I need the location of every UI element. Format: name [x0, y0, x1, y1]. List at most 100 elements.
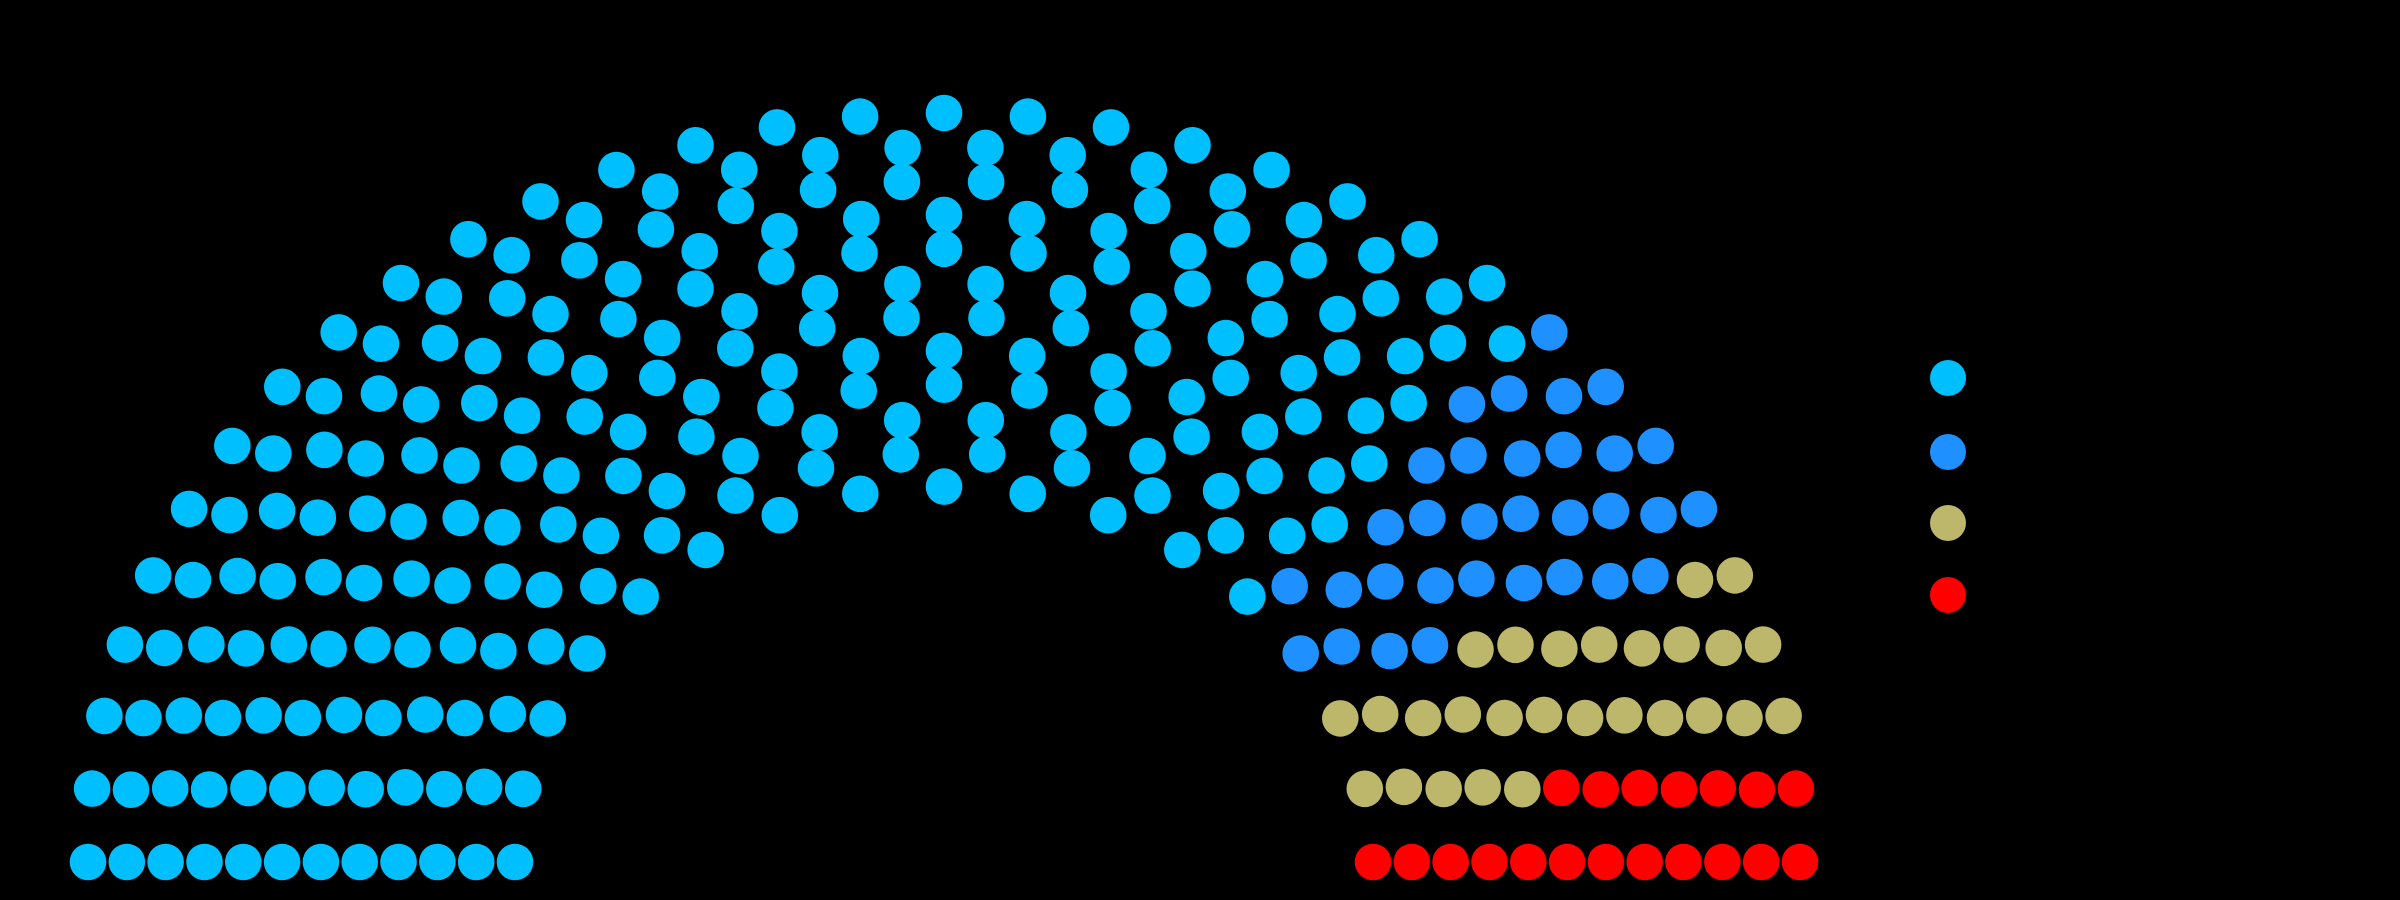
seat-dot-party-deepskyblue	[258, 492, 296, 530]
seat-dot-party-darkkhaki	[1444, 696, 1482, 733]
seat-dot-party-deepskyblue	[681, 232, 718, 270]
seat-dot-party-deepskyblue	[1090, 212, 1127, 250]
seat-dot-party-deepskyblue	[390, 503, 427, 540]
seat-dot-party-deepskyblue	[302, 843, 340, 881]
seat-dot-party-deepskyblue	[1213, 211, 1251, 248]
seat-dot-party-red	[1665, 843, 1702, 881]
seat-dot-party-deepskyblue	[230, 769, 267, 807]
seat-dot-party-dodgerblue	[1596, 435, 1633, 472]
seat-dot-party-deepskyblue	[543, 457, 580, 494]
seat-dot-party-dodgerblue	[1367, 563, 1404, 600]
seat-dot-party-deepskyblue	[1173, 418, 1210, 456]
seat-dot-party-deepskyblue	[484, 508, 521, 546]
seat-dot-party-deepskyblue	[112, 771, 150, 808]
seat-dot-party-deepskyblue	[263, 843, 301, 881]
seat-dot-party-deepskyblue	[349, 495, 386, 532]
seat-dot-party-deepskyblue	[146, 629, 183, 667]
seat-dot-party-deepskyblue	[1351, 445, 1388, 482]
seat-dot-party-dodgerblue	[1417, 567, 1454, 604]
seat-dot-party-deepskyblue	[1049, 136, 1086, 174]
seat-dot-party-deepskyblue	[799, 171, 837, 209]
seat-dot-party-deepskyblue	[925, 196, 963, 234]
seat-dot-party-deepskyblue	[188, 626, 225, 663]
seat-dot-party-darkkhaki	[1606, 697, 1643, 734]
seat-dot-party-darkkhaki	[1504, 770, 1541, 808]
seat-dot-party-deepskyblue	[305, 558, 342, 596]
seat-dot-party-deepskyblue	[1053, 450, 1091, 487]
seat-dot-party-deepskyblue	[883, 299, 920, 337]
seat-dot-party-deepskyblue	[604, 260, 642, 298]
legend-dot-party-dodgerblue	[1930, 434, 1966, 470]
seat-dot-party-dodgerblue	[1632, 557, 1669, 595]
seat-dot-party-deepskyblue	[637, 211, 675, 248]
seat-dot-party-deepskyblue	[493, 236, 530, 274]
seat-dot-party-deepskyblue	[69, 843, 107, 881]
seat-dot-party-deepskyblue	[1268, 517, 1306, 555]
seat-dot-party-deepskyblue	[464, 337, 502, 375]
seat-dot-party-deepskyblue	[1207, 517, 1245, 554]
seat-dot-party-darkkhaki	[1486, 699, 1523, 737]
seat-dot-party-darkkhaki	[1525, 696, 1563, 734]
seat-dot-party-deepskyblue	[1390, 384, 1427, 422]
seat-dot-party-deepskyblue	[86, 697, 123, 735]
seat-dot-party-darkkhaki	[1541, 630, 1578, 668]
seat-dot-party-deepskyblue	[580, 567, 617, 605]
seat-dot-party-deepskyblue	[503, 397, 541, 435]
seat-dot-party-darkkhaki	[1425, 770, 1462, 808]
seat-dot-party-deepskyblue	[561, 241, 598, 279]
seat-dot-party-deepskyblue	[421, 324, 459, 362]
seat-dot-party-deepskyblue	[761, 212, 798, 250]
seat-dot-party-deepskyblue	[299, 499, 337, 536]
seat-dot-party-deepskyblue	[1089, 496, 1127, 534]
seat-dot-party-deepskyblue	[1425, 278, 1463, 315]
seat-dot-party-deepskyblue	[525, 571, 563, 608]
seat-dot-party-deepskyblue	[108, 843, 146, 881]
seat-dot-party-deepskyblue	[306, 431, 343, 469]
legend-dot-party-red	[1930, 577, 1966, 613]
seat-dot-party-deepskyblue	[884, 265, 921, 303]
seat-dot-party-deepskyblue	[434, 567, 471, 604]
seat-dot-party-deepskyblue	[1134, 330, 1171, 367]
seat-dot-party-deepskyblue	[884, 129, 921, 167]
seat-dot-party-deepskyblue	[245, 697, 282, 734]
seat-dot-party-deepskyblue	[840, 372, 877, 409]
seat-dot-party-deepskyblue	[1362, 280, 1400, 317]
seat-dot-party-red	[1510, 843, 1547, 881]
seat-dot-party-deepskyblue	[1090, 353, 1127, 390]
seat-dot-party-deepskyblue	[425, 278, 463, 315]
seat-dot-party-darkkhaki	[1705, 629, 1742, 667]
seat-dot-party-red	[1548, 843, 1586, 881]
seat-dot-party-deepskyblue	[214, 427, 251, 465]
seat-dot-party-deepskyblue	[450, 220, 487, 258]
seat-dot-party-red	[1699, 770, 1737, 807]
seat-dot-party-deepskyblue	[170, 490, 208, 528]
seat-dot-party-deepskyblue	[761, 353, 798, 390]
seats-group	[69, 94, 1819, 881]
seat-dot-party-red	[1543, 769, 1580, 807]
seat-dot-party-deepskyblue	[1308, 457, 1345, 494]
seat-dot-party-deepskyblue	[442, 499, 480, 537]
seat-dot-party-deepskyblue	[1050, 414, 1087, 451]
seat-dot-party-darkkhaki	[1676, 561, 1714, 599]
seat-dot-party-deepskyblue	[489, 695, 527, 733]
seat-dot-party-deepskyblue	[540, 506, 577, 543]
seat-dot-party-deepskyblue	[284, 699, 322, 737]
seat-dot-party-deepskyblue	[190, 771, 228, 808]
seat-dot-party-deepskyblue	[1246, 260, 1284, 298]
seat-dot-party-deepskyblue	[1290, 241, 1327, 279]
seat-dot-party-deepskyblue	[1386, 337, 1424, 375]
seat-dot-party-deepskyblue	[1246, 457, 1283, 495]
seat-dot-party-darkkhaki	[1361, 695, 1399, 733]
seat-dot-party-deepskyblue	[717, 477, 754, 514]
seat-dot-party-deepskyblue	[683, 378, 720, 416]
seat-dot-party-deepskyblue	[73, 770, 111, 807]
seat-dot-party-deepskyblue	[419, 843, 456, 881]
seat-dot-party-deepskyblue	[1401, 220, 1438, 258]
seat-dot-party-dodgerblue	[1592, 562, 1629, 600]
seat-dot-party-deepskyblue	[1285, 201, 1323, 239]
seat-dot-party-deepskyblue	[345, 564, 383, 602]
seat-dot-party-dodgerblue	[1502, 495, 1539, 532]
seat-dot-party-deepskyblue	[439, 627, 477, 664]
seat-dot-party-deepskyblue	[882, 436, 920, 473]
